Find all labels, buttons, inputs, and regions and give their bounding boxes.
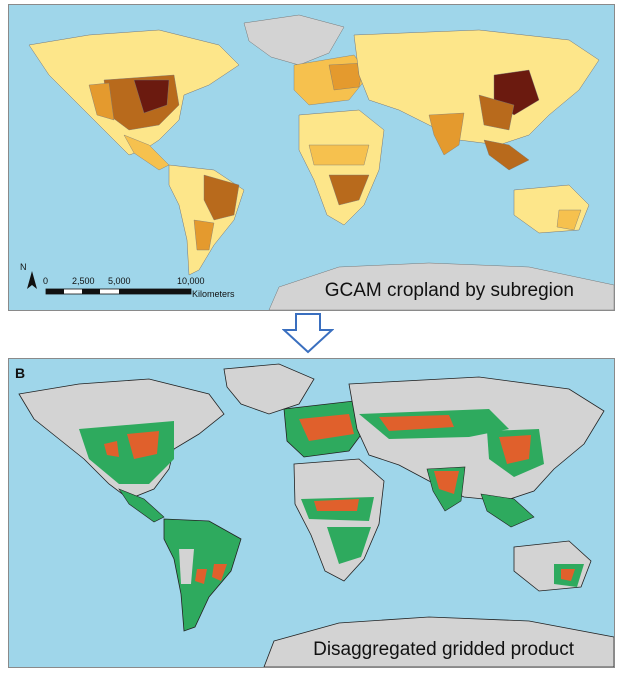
scale-tick-5000: 5,000 xyxy=(108,276,131,286)
europe-east xyxy=(328,62,365,91)
greenland xyxy=(243,14,345,66)
africa-sahel-hot xyxy=(314,499,359,511)
scale-tick-2500: 2,500 xyxy=(72,276,95,286)
greenland-b xyxy=(223,363,315,415)
europe-hot xyxy=(299,414,354,441)
australia xyxy=(513,184,590,234)
india-hot xyxy=(434,471,459,494)
sa-hot-brazil xyxy=(212,564,227,581)
china-mid xyxy=(478,94,515,131)
sa-dry-patch xyxy=(179,549,194,584)
brazil-high xyxy=(203,174,240,221)
central-america-b xyxy=(118,488,165,523)
panel-a-caption: GCAM cropland by subregion xyxy=(324,280,574,301)
north-arrow xyxy=(27,271,37,289)
asia xyxy=(353,29,600,146)
na-hotspot xyxy=(127,431,159,459)
india xyxy=(428,112,465,156)
scale-tick-0: 0 xyxy=(43,276,49,286)
asia-b xyxy=(348,376,605,502)
panel-a-cropland-by-subregion: N 0 2,500 5,000 10,000 Kilometers GCAM c… xyxy=(8,4,615,311)
scale-tick-10000: 10,000 xyxy=(177,276,205,286)
map-b-svg xyxy=(18,363,614,667)
china-hot xyxy=(499,435,531,464)
scale-unit: Kilometers xyxy=(192,289,235,299)
central-america xyxy=(123,134,170,171)
usa-west xyxy=(88,82,115,121)
africa-south-b xyxy=(327,527,371,564)
na-west-hot xyxy=(104,441,119,457)
panel-b-caption: Disaggregated gridded product xyxy=(313,639,574,660)
panel-b-label: B xyxy=(15,365,26,381)
australia-se xyxy=(556,209,582,231)
africa xyxy=(298,109,385,226)
australia-hot xyxy=(561,569,575,581)
map-a-svg xyxy=(27,14,614,310)
north-label: N xyxy=(20,262,27,272)
antarctica xyxy=(268,262,614,310)
se-asia xyxy=(483,139,530,171)
se-asia-b xyxy=(480,493,535,528)
africa-sahel xyxy=(308,144,370,166)
usa-cornbelt xyxy=(133,79,170,114)
argentina-mid xyxy=(193,219,215,251)
down-arrow-icon xyxy=(282,313,334,354)
asia-steppe-hot xyxy=(379,415,454,431)
africa-south xyxy=(328,174,370,206)
antarctica-b xyxy=(263,616,614,667)
panel-b-gridded-product: B Disaggregated gridded product xyxy=(8,358,615,668)
sa-hot-arg xyxy=(195,569,207,584)
